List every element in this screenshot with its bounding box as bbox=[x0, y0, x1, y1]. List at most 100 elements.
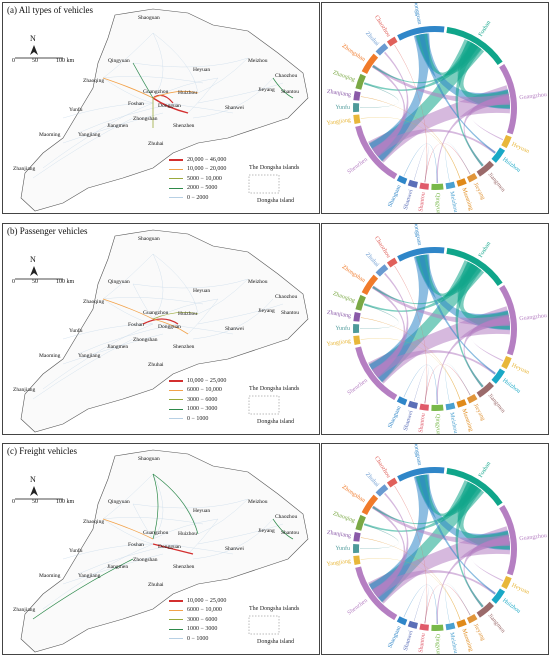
city-label: Meizhou bbox=[248, 279, 268, 285]
chord-label: Dongguan bbox=[412, 3, 422, 25]
chord-label: Jiangmen bbox=[487, 613, 506, 635]
city-label: Yunfu bbox=[69, 548, 83, 554]
chord-arc bbox=[491, 588, 506, 604]
chord-label: Shanwei bbox=[403, 189, 415, 211]
chord-label: Foshan bbox=[478, 461, 492, 479]
chord-ribbon bbox=[470, 316, 510, 362]
chord-label: Foshan bbox=[478, 20, 492, 38]
city-label: Chaozhou bbox=[275, 514, 298, 520]
map-legend: 20,000 − 46,000 10,000 − 20,000 5000 − 1… bbox=[169, 155, 226, 203]
city-label: Heyuan bbox=[193, 288, 211, 294]
city-label: Shanwei bbox=[225, 546, 244, 552]
chord-label: Shenzhen bbox=[347, 157, 369, 176]
chord-label: Shenzhen bbox=[347, 378, 369, 397]
chord-arc bbox=[355, 514, 366, 531]
dongsha-inset bbox=[248, 174, 280, 194]
chord-arc bbox=[446, 467, 503, 507]
scale-label-100: 100 km bbox=[56, 499, 75, 505]
panel-title: (c) Freight vehicles bbox=[7, 446, 77, 456]
city-label: Yangjiang bbox=[78, 132, 101, 138]
chord-label: Yunfu bbox=[335, 325, 350, 332]
dongsha-island-label: Dongsha island bbox=[257, 639, 295, 645]
chord-label: Zhaoqing bbox=[332, 511, 356, 524]
chord-ribbon bbox=[413, 144, 429, 183]
chord-label: Shantou bbox=[418, 192, 427, 212]
chord-arc bbox=[431, 183, 444, 190]
chord-label: Guangzhou bbox=[519, 92, 547, 101]
chord-label: Meizhou bbox=[448, 632, 458, 654]
chord-arc bbox=[501, 575, 512, 590]
chord-arc bbox=[396, 175, 408, 185]
city-label: Meizhou bbox=[248, 499, 268, 505]
north-arrow bbox=[30, 45, 38, 55]
chord-arc bbox=[501, 355, 512, 370]
chord-arc bbox=[499, 505, 517, 576]
city-label: Zhuhai bbox=[148, 582, 164, 588]
flow-mid-2 bbox=[152, 473, 199, 535]
chord-arc bbox=[353, 114, 361, 125]
city-label: Jiangmen bbox=[107, 564, 129, 570]
city-label: Shaoguan bbox=[138, 456, 160, 462]
flow-mid-1 bbox=[152, 473, 159, 540]
city-label: Shantou bbox=[281, 310, 300, 316]
chord-label: Maoming bbox=[460, 408, 473, 432]
scale-label-50: 50 bbox=[32, 499, 38, 505]
map-panel: (b) Passenger vehicles N 0 50 100 km Sha… bbox=[2, 223, 320, 435]
city-label: Shaoguan bbox=[138, 15, 160, 21]
dongsha-islands-label: The Dongsha islands bbox=[249, 386, 300, 392]
city-label: Yunfu bbox=[69, 328, 83, 334]
chord-ribbon bbox=[360, 303, 399, 329]
chord-arc bbox=[466, 614, 478, 624]
city-label: Guangzhou bbox=[143, 310, 169, 316]
chord-diagram: Foshan Guangzhou Heyuan HuizhouJiangmenJiey… bbox=[326, 444, 547, 654]
chord-arc bbox=[501, 134, 512, 149]
city-label: Zhongshan bbox=[133, 337, 158, 343]
legend-label: 1000 − 3000 bbox=[187, 406, 218, 413]
chord-arc bbox=[375, 264, 389, 277]
chord-label: Zhuhai bbox=[364, 252, 380, 269]
dongsha-island-label: Dongsha island bbox=[257, 198, 295, 204]
legend-item: 6000 − 10,000 bbox=[169, 386, 226, 396]
legend-label: 5000 − 10,000 bbox=[187, 175, 222, 182]
chord-ribbon bbox=[360, 523, 399, 549]
chord-panel: Foshan Guangzhou Heyuan Huizhou Jiangmen Jiey… bbox=[321, 2, 549, 214]
chord-panel: Foshan Guangzhou Heyuan Huizhou Jiangmen Jiey… bbox=[321, 443, 549, 655]
city-label: Jiangmen bbox=[107, 344, 129, 350]
chord-label: Zhaoqing bbox=[332, 70, 356, 83]
dongsha-islands-label: The Dongsha islands bbox=[249, 606, 300, 612]
chord-arcs bbox=[353, 467, 517, 631]
chord-label: Yangjiang bbox=[326, 338, 351, 347]
scale-label-0: 0 bbox=[12, 58, 15, 64]
city-label: Heyuan bbox=[193, 67, 211, 73]
chord-arc bbox=[396, 616, 408, 626]
legend-swatch bbox=[169, 628, 183, 630]
legend-item: 3000 − 6000 bbox=[169, 395, 226, 405]
legend-swatch bbox=[169, 619, 183, 621]
chord-label: Shanwei bbox=[403, 410, 415, 432]
legend-swatch bbox=[169, 168, 183, 170]
chord-arc bbox=[445, 402, 456, 411]
chord-label: Jieyang bbox=[472, 182, 486, 201]
chord-ribbon bbox=[413, 365, 429, 404]
chord-arc bbox=[353, 312, 361, 322]
chord-ribbon bbox=[436, 315, 510, 404]
city-label: Qingyuan bbox=[108, 499, 130, 505]
city-label: Chaozhou bbox=[275, 73, 298, 79]
chord-label: Qingyuan bbox=[434, 193, 441, 213]
legend-swatch bbox=[169, 178, 183, 180]
chord-ribbon bbox=[436, 535, 510, 624]
map-svg bbox=[15, 449, 309, 653]
chord-ribbon bbox=[455, 263, 484, 388]
city-label: Yangjiang bbox=[78, 573, 101, 579]
chord-arc bbox=[353, 323, 360, 334]
chord-label: Maoming bbox=[460, 187, 473, 211]
legend-label: 20,000 − 46,000 bbox=[187, 156, 227, 163]
legend-item: 6000 − 10,000 bbox=[169, 606, 226, 616]
city-label: Dongguan bbox=[158, 324, 181, 330]
chord-label: Shaoguan bbox=[387, 184, 402, 208]
legend-item: 1000 − 3000 bbox=[169, 405, 226, 415]
chord-label: Meizhou bbox=[448, 191, 458, 213]
chord-arc bbox=[456, 399, 467, 408]
map-panel: (a) All types of vehicles N 0 50 100 km … bbox=[2, 2, 320, 214]
chord-ribbon bbox=[445, 583, 471, 623]
